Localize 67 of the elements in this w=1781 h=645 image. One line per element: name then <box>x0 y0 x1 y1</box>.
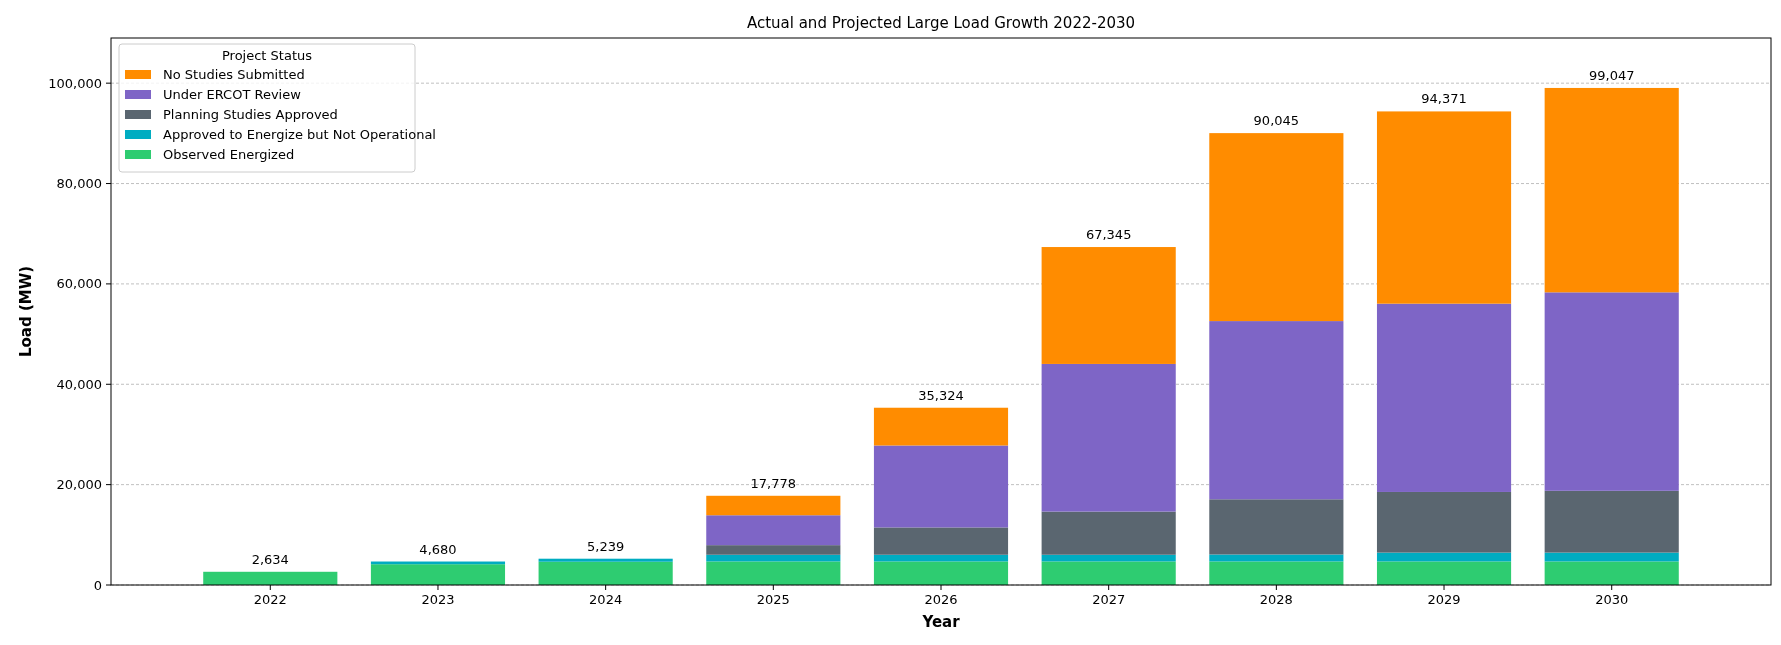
bar <box>1376 552 1512 562</box>
bar <box>538 561 673 585</box>
total-label: 99,047 <box>1588 67 1635 83</box>
bar <box>1041 511 1176 555</box>
bar <box>1376 111 1512 304</box>
y-tick-label: 0 <box>93 577 102 593</box>
bar <box>1209 554 1344 562</box>
y-tick-label: 20,000 <box>56 477 102 493</box>
bar <box>1041 554 1176 562</box>
bar <box>1209 499 1344 555</box>
total-label: 94,371 <box>1421 91 1467 107</box>
legend-label: Approved to Energize but Not Operational <box>163 127 436 142</box>
x-tick-label: 2027 <box>1092 592 1126 607</box>
total-label: 90,045 <box>1253 113 1300 129</box>
bar <box>1544 87 1679 293</box>
bar <box>873 527 1009 555</box>
bar <box>1376 561 1512 585</box>
total-label: 67,345 <box>1085 227 1132 243</box>
bar <box>706 554 841 562</box>
bar <box>1041 363 1176 512</box>
total-label: 17,778 <box>750 475 797 491</box>
y-tick-label: 60,000 <box>56 276 102 292</box>
legend-label: Observed Energized <box>163 147 295 162</box>
bar <box>706 515 841 546</box>
total-label: 4,680 <box>419 541 457 557</box>
x-tick-label: 2028 <box>1259 592 1293 607</box>
chart-title: Actual and Projected Large Load Growth 2022-2030 <box>746 14 1136 32</box>
bar <box>706 561 841 585</box>
y-tick-label: 100,000 <box>48 75 102 91</box>
bar <box>1209 321 1344 500</box>
total-label: 35,324 <box>918 387 964 403</box>
x-tick-label: 2024 <box>589 592 623 607</box>
bar <box>873 554 1009 562</box>
bar <box>1376 491 1512 553</box>
x-tick-label: 2029 <box>1427 592 1461 607</box>
bar <box>873 561 1009 585</box>
bar <box>1041 561 1176 585</box>
bar <box>706 495 841 516</box>
bar <box>1544 561 1679 585</box>
total-label: 5,239 <box>587 538 625 554</box>
bar <box>538 558 673 562</box>
total-label: 2,634 <box>251 551 289 567</box>
legend-label: Under ERCOT Review <box>163 87 302 102</box>
bar <box>1209 133 1344 322</box>
bar <box>1544 490 1679 553</box>
legend-label: Planning Studies Approved <box>163 107 338 122</box>
legend-title: Project Status <box>221 48 313 63</box>
bar <box>1209 561 1344 585</box>
bar <box>203 571 338 585</box>
y-tick-label: 40,000 <box>56 376 102 392</box>
x-tick-label: 2030 <box>1595 592 1629 607</box>
bar <box>706 545 841 555</box>
x-tick-label: 2022 <box>253 592 287 607</box>
bar <box>1544 552 1679 562</box>
x-axis-title: Year <box>921 613 961 631</box>
y-tick-label: 80,000 <box>56 176 102 192</box>
bar <box>1544 292 1679 491</box>
x-tick-label: 2023 <box>421 592 455 607</box>
bar <box>1376 303 1512 492</box>
bar <box>1041 247 1176 364</box>
bar <box>873 407 1009 446</box>
legend-label: No Studies Submitted <box>163 67 305 82</box>
bar <box>370 564 506 585</box>
bar <box>873 445 1009 528</box>
x-tick-label: 2026 <box>924 592 958 607</box>
x-tick-label: 2025 <box>756 592 790 607</box>
y-axis-title: Load (MW) <box>17 265 35 358</box>
